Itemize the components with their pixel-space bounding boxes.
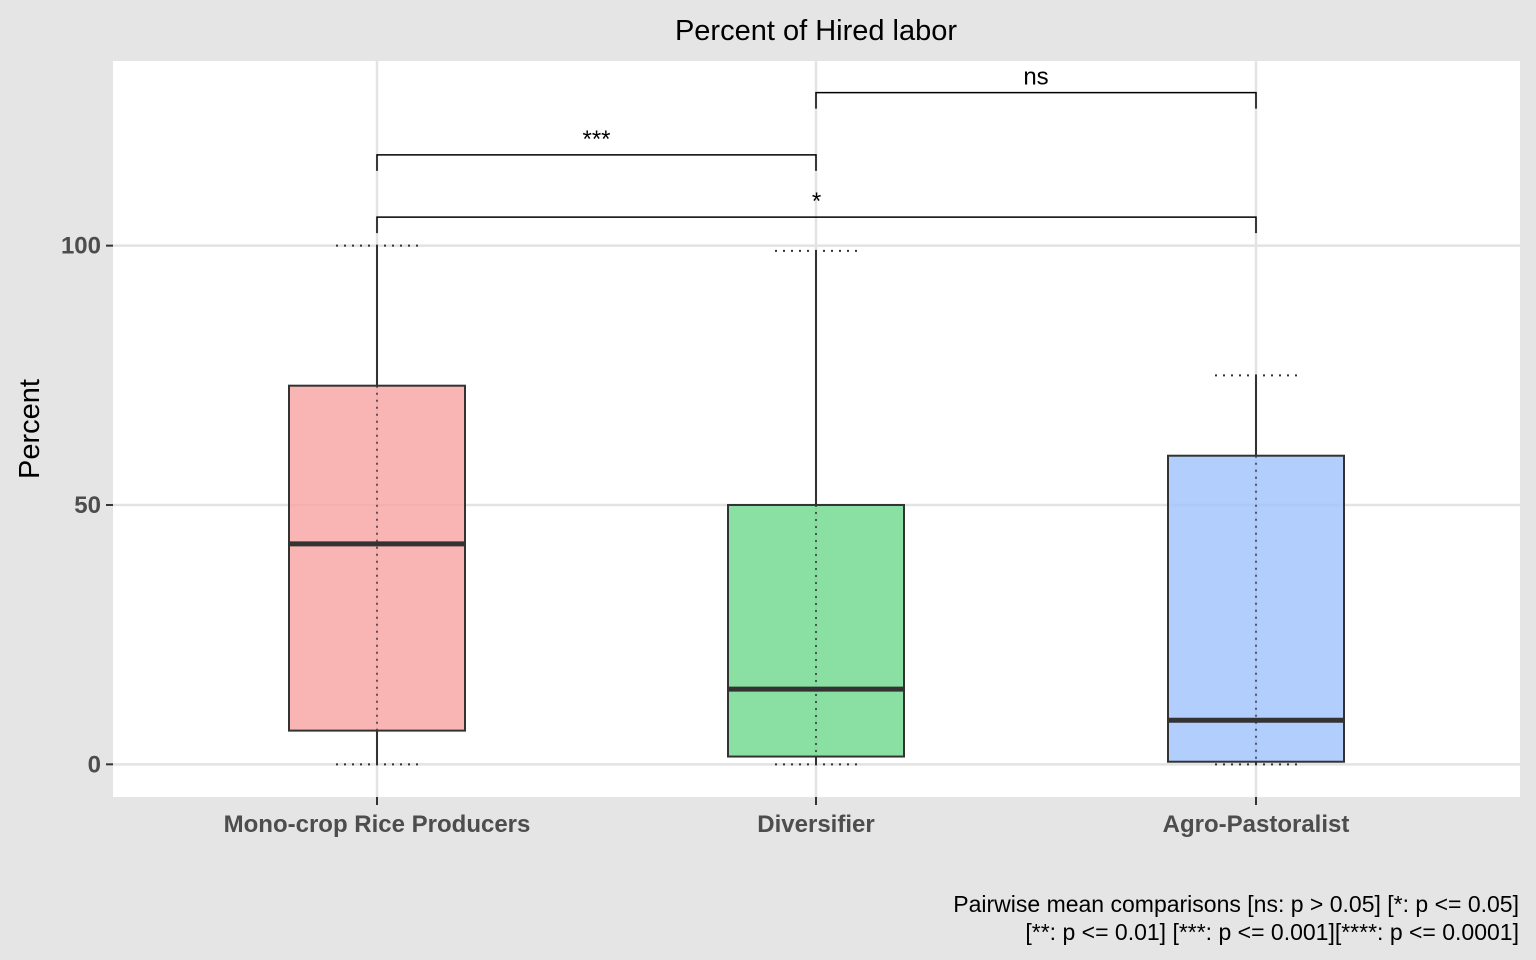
box-body [288, 384, 466, 732]
comparison-bracket [376, 154, 817, 171]
comparison-3: * [376, 188, 1257, 234]
y-tick-label: 100 [61, 233, 101, 260]
axes-group: 0 50 100 Mono-crop Rice Producers Diversifie… [61, 233, 1349, 838]
comparison-label: *** [582, 126, 610, 153]
y-tick-label: 0 [88, 751, 101, 778]
x-tick-label: Mono-crop Rice Producers [224, 811, 531, 838]
comparison-label: ns [1023, 64, 1048, 91]
comparison-bracket [815, 91, 1257, 109]
y-axis-title: Percent [14, 379, 46, 479]
comparison-label: * [812, 188, 821, 215]
box-2 [727, 249, 905, 766]
comparison-2: ns [815, 64, 1257, 109]
caption-line-2: [**: p <= 0.01] [***: p <= 0.001][****: … [1025, 919, 1519, 945]
y-tick-label: 50 [74, 492, 101, 519]
box-3 [1167, 374, 1345, 766]
chart-title: Percent of Hired labor [675, 15, 957, 47]
box-body [1167, 454, 1345, 763]
comparison-1: *** [376, 126, 817, 171]
box-body [727, 503, 905, 758]
x-tick-label: Diversifier [757, 811, 874, 838]
comparison-bracket [376, 216, 1257, 234]
x-tick-label: Agro-Pastoralist [1163, 811, 1350, 838]
caption-line-1: Pairwise mean comparisons [ns: p > 0.05]… [953, 891, 1519, 917]
comparison-brackets: *** ns * [376, 64, 1257, 234]
boxes-group [288, 244, 1345, 766]
box-1 [288, 244, 466, 766]
